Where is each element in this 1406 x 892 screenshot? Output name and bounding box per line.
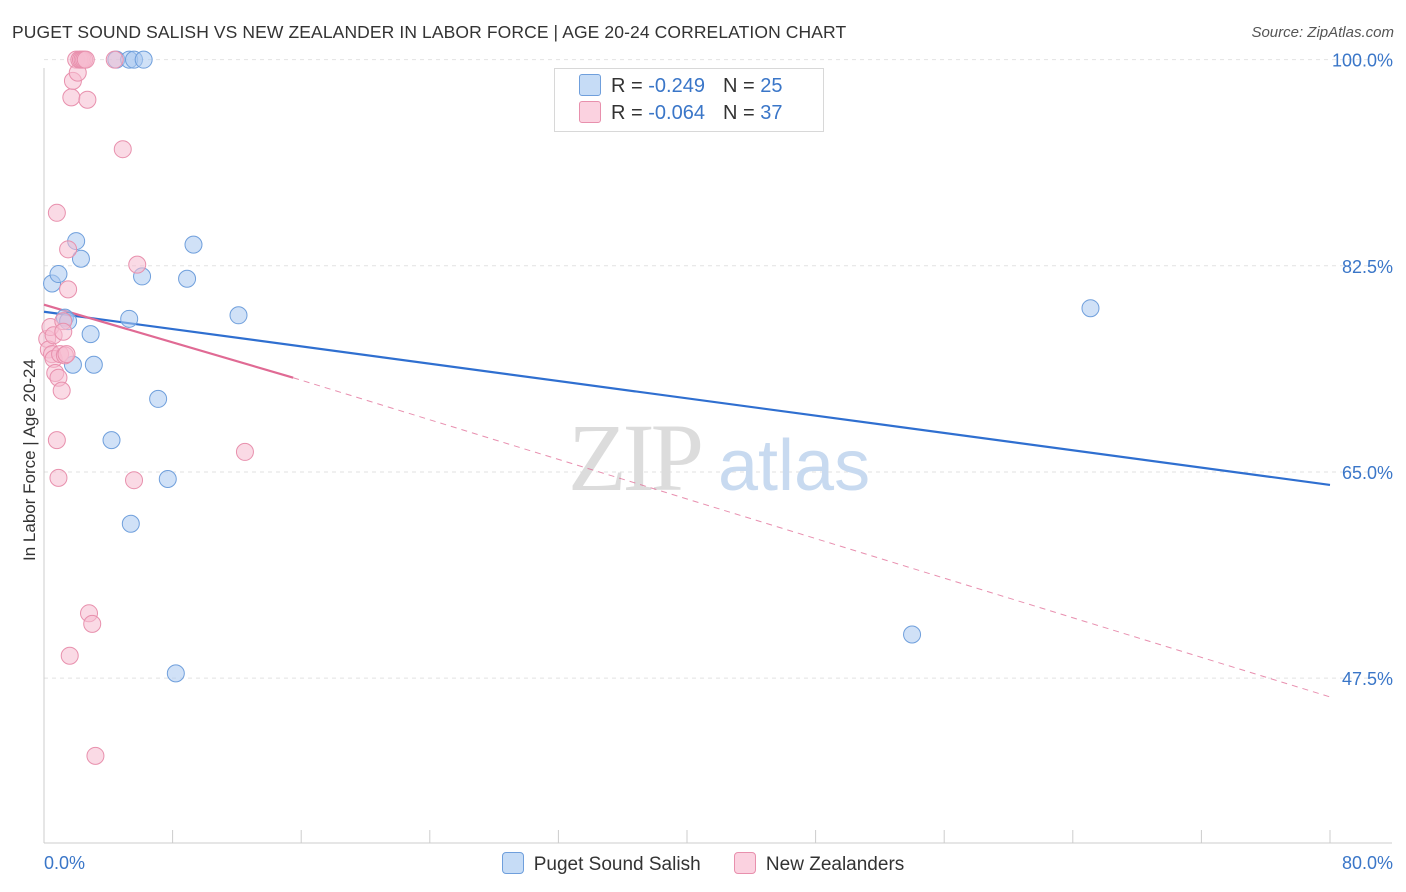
stats-row-puget: R = -0.249 N = 25: [579, 74, 782, 100]
r-value: -0.249: [648, 75, 705, 97]
swatch-nz: [579, 101, 601, 123]
source-label: Source: ZipAtlas.com: [1251, 24, 1394, 41]
y-axis-label: In Labor Force | Age 20-24: [20, 359, 39, 561]
point-nz-31: [83, 614, 102, 633]
chart-title: PUGET SOUND SALISH VS NEW ZEALANDER IN L…: [12, 22, 847, 42]
watermark-atlas: atlas: [718, 426, 870, 506]
legend-swatch-nz: [733, 852, 756, 874]
trend-lines: [43, 303, 1331, 698]
n-label: N =: [722, 102, 755, 124]
n-value: 25: [760, 75, 783, 97]
point-nz-34: [113, 140, 132, 159]
point-puget-14: [120, 309, 139, 328]
point-nz-32: [86, 746, 105, 765]
legend-label-puget: Puget Sound Salish: [533, 854, 701, 875]
point-nz-18: [59, 280, 78, 299]
legend-label-nz: New Zealanders: [765, 854, 905, 875]
point-nz-16: [57, 345, 76, 364]
point-puget-6: [71, 249, 90, 268]
point-puget-7: [81, 325, 100, 344]
point-nz-36: [128, 255, 147, 274]
stats-row-nz: R = -0.064 N = 37: [579, 101, 782, 127]
point-nz-12: [52, 381, 71, 400]
stats-legend: R = -0.249 N = 25 R = -0.064 N = 37: [554, 68, 824, 132]
y-tick-label-1: 65.0%: [1342, 463, 1393, 483]
x-tick-label-1: 80.0%: [1342, 853, 1393, 873]
point-nz-35: [125, 471, 144, 490]
y-tick-label-3: 100.0%: [1332, 51, 1393, 71]
point-nz-28: [76, 50, 95, 69]
swatch-puget: [579, 74, 601, 96]
point-nz-29: [78, 90, 97, 109]
point-puget-12: [121, 514, 140, 533]
point-puget-9: [102, 431, 121, 450]
point-nz-37: [235, 442, 254, 461]
trend-line-nz-extension: [293, 377, 1331, 698]
point-nz-33: [105, 50, 124, 69]
y-tick-label-2: 82.5%: [1342, 257, 1393, 277]
point-puget-19: [166, 664, 185, 683]
trend-line-nz: [43, 303, 294, 379]
point-puget-21: [184, 235, 203, 254]
data-points: [38, 50, 1100, 765]
trend-line-puget: [43, 310, 1331, 486]
legend-item-puget: Puget Sound Salish: [501, 852, 701, 876]
point-nz-7: [47, 431, 66, 450]
point-puget-24: [1081, 299, 1100, 318]
r-value: -0.064: [648, 102, 705, 124]
n-value: 37: [760, 102, 783, 124]
r-label: R =: [611, 75, 643, 97]
grid-lines: [44, 59, 1370, 679]
point-puget-8: [84, 355, 103, 374]
point-puget-17: [149, 389, 168, 408]
point-puget-1: [49, 265, 68, 284]
x-tick-label-0: 0.0%: [44, 853, 85, 873]
point-nz-19: [60, 646, 79, 665]
point-puget-22: [229, 306, 248, 325]
tick-labels: 47.5% 65.0% 82.5% 100.0% 0.0% 80.0%: [44, 51, 1393, 873]
series-legend: Puget Sound Salish New Zealanders: [0, 852, 1406, 876]
legend-item-nz: New Zealanders: [733, 852, 905, 876]
point-puget-18: [158, 470, 177, 489]
point-nz-14: [54, 322, 73, 341]
legend-swatch-puget: [501, 852, 524, 874]
point-nz-9: [49, 468, 68, 487]
watermark: ZIP atlas: [568, 404, 870, 511]
r-label: R =: [611, 102, 643, 124]
point-puget-20: [178, 269, 197, 288]
n-label: N =: [722, 75, 755, 97]
point-nz-17: [59, 240, 78, 259]
y-tick-label-0: 47.5%: [1342, 669, 1393, 689]
point-nz-8: [47, 203, 66, 222]
point-puget-16: [134, 50, 153, 69]
watermark-zip: ZIP: [568, 404, 701, 511]
point-nz-20: [62, 88, 81, 107]
point-puget-23: [903, 625, 922, 644]
axes: [43, 68, 1392, 844]
